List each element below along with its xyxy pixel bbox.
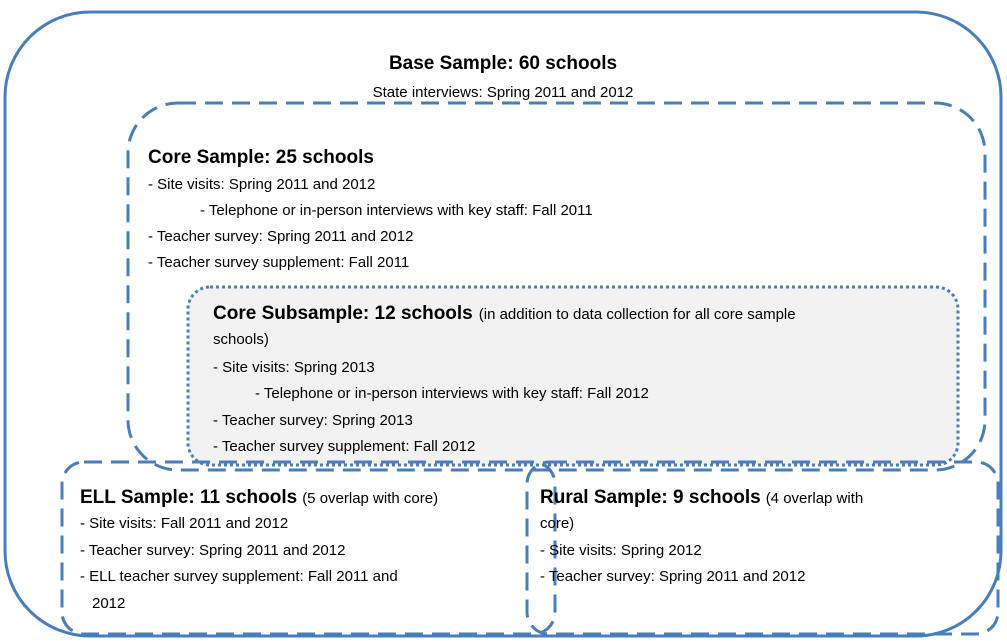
rural-item: - Site visits: Spring 2012 bbox=[540, 542, 702, 559]
core-item: - Teacher survey: Spring 2011 and 2012 bbox=[148, 228, 413, 245]
rural-heading: Rural Sample: 9 schools (4 overlap with bbox=[540, 487, 863, 508]
subsample-item: - Telephone or in-person interviews with… bbox=[255, 385, 649, 402]
ell-item: - ELL teacher survey supplement: Fall 20… bbox=[80, 568, 398, 585]
ell-heading: ELL Sample: 11 schools (5 overlap with co… bbox=[80, 487, 438, 508]
ell-box bbox=[60, 460, 557, 636]
subsample-item: - Site visits: Spring 2013 bbox=[213, 359, 375, 376]
rural-title: Rural Sample: 9 schools bbox=[540, 487, 761, 508]
base-title: Base Sample: 60 schools bbox=[389, 53, 617, 74]
subsample-box bbox=[186, 285, 960, 467]
core-box bbox=[126, 101, 987, 472]
core-item: - Teacher survey supplement: Fall 2011 bbox=[148, 254, 409, 271]
rural-note: (4 overlap with bbox=[766, 490, 864, 507]
rural-note: core) bbox=[540, 515, 574, 532]
rural-box bbox=[525, 460, 1000, 636]
subsample-heading: Core Subsample: 12 schools (in addition t… bbox=[213, 303, 796, 324]
core-item: - Telephone or in-person interviews with… bbox=[200, 202, 593, 219]
ell-item: - Site visits: Fall 2011 and 2012 bbox=[80, 515, 288, 532]
subsample-note: (in addition to data collection for all … bbox=[479, 306, 796, 323]
subsample-item: - Teacher survey: Spring 2013 bbox=[213, 412, 413, 429]
core-title: Core Sample: 25 schools bbox=[148, 147, 374, 168]
rural-item: - Teacher survey: Spring 2011 and 2012 bbox=[540, 568, 805, 585]
base-subtitle: State interviews: Spring 2011 and 2012 bbox=[373, 84, 634, 101]
ell-title: ELL Sample: 11 schools bbox=[80, 487, 297, 508]
core-item: - Site visits: Spring 2011 and 2012 bbox=[148, 176, 375, 193]
subsample-note: schools) bbox=[213, 331, 269, 348]
ell-item: 2012 bbox=[92, 595, 125, 612]
subsample-item: - Teacher survey supplement: Fall 2012 bbox=[213, 438, 475, 455]
ell-item: - Teacher survey: Spring 2011 and 2012 bbox=[80, 542, 345, 559]
subsample-title: Core Subsample: 12 schools bbox=[213, 303, 473, 324]
ell-note: (5 overlap with core) bbox=[302, 490, 438, 507]
